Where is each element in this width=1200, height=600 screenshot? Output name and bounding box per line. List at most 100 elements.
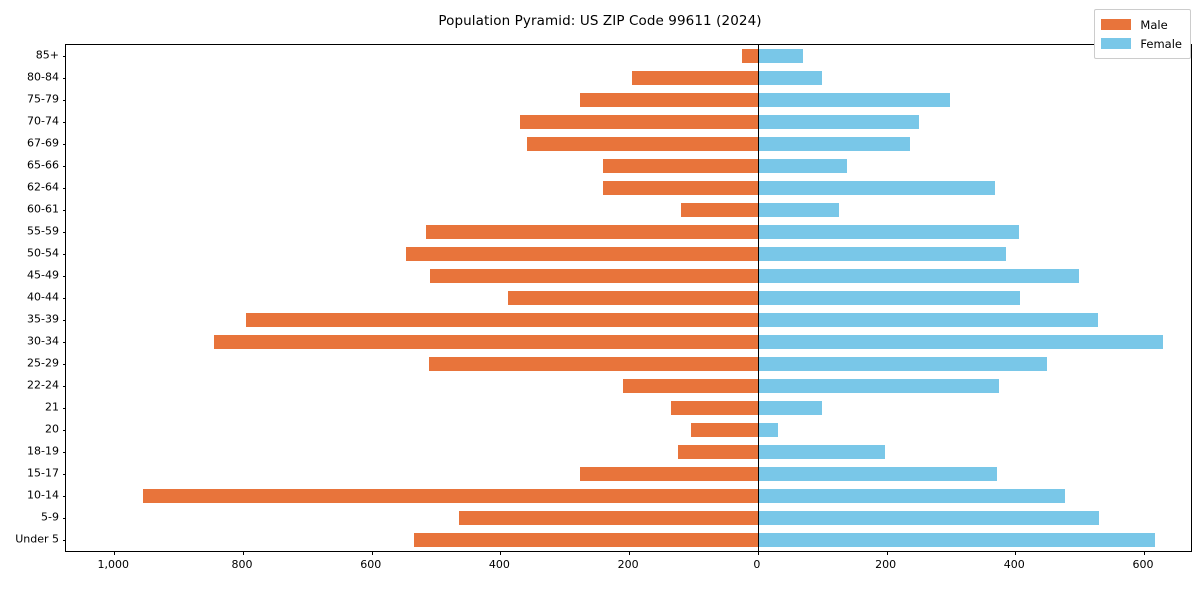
x-tick-mark [500, 551, 502, 555]
y-tick-mark [62, 78, 66, 79]
bar-row [66, 290, 1191, 306]
bar-female [757, 202, 839, 218]
legend-swatch-female [1101, 38, 1132, 49]
y-tick-mark [62, 452, 66, 453]
bar-male [143, 488, 758, 504]
bar-row [66, 246, 1191, 262]
x-tick-label: 200 [875, 558, 897, 571]
y-tick-mark [62, 254, 66, 255]
bar-male [741, 48, 758, 64]
bar-female [757, 378, 1000, 394]
x-tick-label: 200 [617, 558, 639, 571]
bar-row [66, 400, 1191, 416]
y-tick-label: 15-17 [27, 466, 59, 480]
bar-male [429, 268, 758, 284]
bar-row [66, 422, 1191, 438]
bar-male [425, 224, 758, 240]
bar-female [757, 466, 998, 482]
x-tick-mark [757, 551, 759, 555]
bar-row [66, 202, 1191, 218]
bar-row [66, 356, 1191, 372]
x-tick-mark [242, 551, 244, 555]
bar-female [757, 290, 1021, 306]
legend-label-male: Male [1140, 17, 1168, 32]
y-tick-mark [62, 364, 66, 365]
y-tick-label: 65-66 [27, 158, 59, 172]
bar-female [757, 70, 822, 86]
bar-row [66, 488, 1191, 504]
bar-male [678, 444, 758, 460]
y-tick-mark [62, 56, 66, 57]
y-tick-label: 10-14 [27, 488, 59, 502]
x-tick-label: 600 [360, 558, 382, 571]
y-tick-mark [62, 342, 66, 343]
legend-item-female: Female [1101, 34, 1182, 53]
bar-row [66, 48, 1191, 64]
bar-row [66, 510, 1191, 526]
y-tick-label: 21 [45, 400, 59, 414]
y-tick-mark [62, 408, 66, 409]
y-tick-mark [62, 166, 66, 167]
bar-female [757, 312, 1099, 328]
bar-male [527, 136, 758, 152]
bar-row [66, 532, 1191, 548]
x-tick-mark [629, 551, 631, 555]
y-tick-label: 45-49 [27, 268, 59, 282]
x-tick-label: 1,000 [97, 558, 130, 571]
x-tick-mark [1015, 551, 1017, 555]
bar-female [757, 532, 1155, 548]
y-tick-label: 60-61 [27, 202, 59, 216]
y-tick-label: 67-69 [27, 136, 59, 150]
bar-male [603, 158, 758, 174]
y-tick-mark [62, 496, 66, 497]
y-tick-label: 80-84 [27, 70, 59, 84]
x-tick-label: 0 [753, 558, 761, 571]
bar-row [66, 466, 1191, 482]
y-tick-mark [62, 144, 66, 145]
x-tick-label: 600 [1132, 558, 1154, 571]
y-tick-label: 62-64 [27, 180, 59, 194]
bar-male [681, 202, 758, 218]
bar-row [66, 70, 1191, 86]
bar-female [757, 488, 1066, 504]
y-tick-label: 5-9 [41, 510, 59, 524]
legend-swatch-male [1101, 19, 1132, 30]
bar-male [670, 400, 758, 416]
bar-male [413, 532, 758, 548]
bar-male [428, 356, 758, 372]
y-tick-label: 25-29 [27, 356, 59, 370]
bar-female [757, 246, 1007, 262]
bar-female [757, 158, 847, 174]
bar-row [66, 180, 1191, 196]
bar-male [580, 92, 758, 108]
y-tick-label: 35-39 [27, 312, 59, 326]
y-tick-mark [62, 122, 66, 123]
x-tick-mark [371, 551, 373, 555]
y-tick-label: 20 [45, 422, 59, 436]
bar-male [690, 422, 758, 438]
bar-female [757, 48, 803, 64]
bar-male [458, 510, 758, 526]
bar-male [214, 334, 758, 350]
bar-row [66, 158, 1191, 174]
y-tick-mark [62, 100, 66, 101]
bar-female [757, 334, 1163, 350]
bar-row [66, 378, 1191, 394]
y-tick-mark [62, 188, 66, 189]
y-tick-mark [62, 386, 66, 387]
y-tick-label: 55-59 [27, 224, 59, 238]
x-tick-label: 400 [488, 558, 510, 571]
bar-male [580, 466, 758, 482]
x-tick-label: 800 [231, 558, 253, 571]
x-tick-mark [1144, 551, 1146, 555]
bar-female [757, 400, 822, 416]
plot-area [62, 44, 1192, 555]
bar-female [757, 444, 885, 460]
y-tick-label: 22-24 [27, 378, 59, 392]
y-tick-label: Under 5 [15, 532, 59, 546]
bars-layer [66, 45, 1191, 551]
bar-female [757, 114, 919, 130]
y-tick-label: 50-54 [27, 246, 59, 260]
y-tick-mark [62, 232, 66, 233]
y-tick-mark [62, 298, 66, 299]
